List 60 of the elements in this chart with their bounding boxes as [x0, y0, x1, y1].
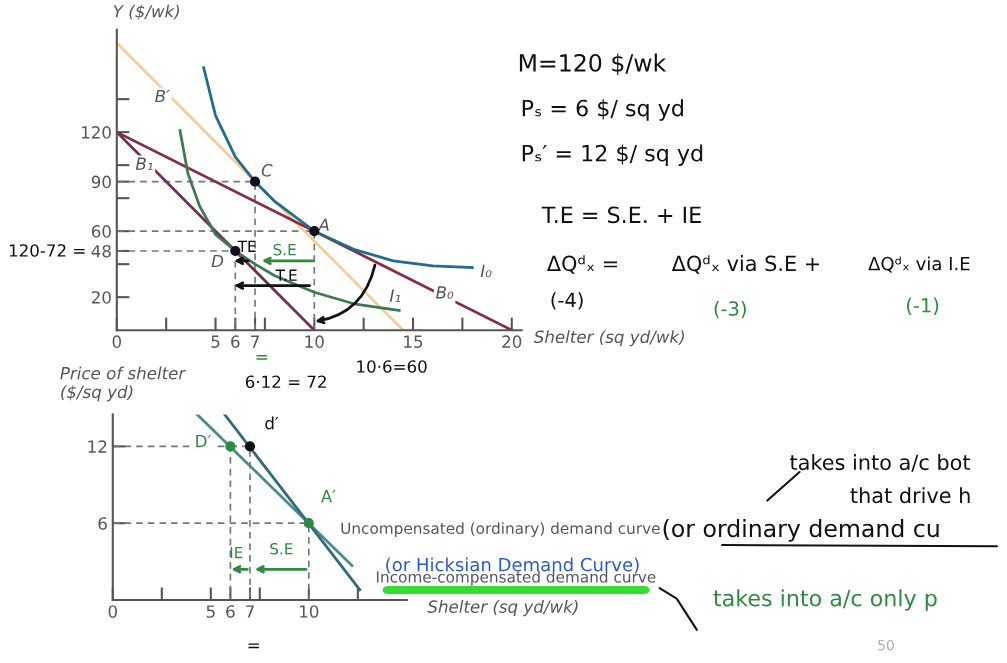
x-tick-label: 0: [112, 335, 122, 348]
y-axis-title: Price of shelter ($/sq yd): [60, 366, 187, 402]
y-tick-label: 120: [81, 126, 111, 139]
text: Pₛ = 6 $/ sq yd: [522, 99, 683, 121]
text: Pₛ′ = 12 $/ sq yd: [522, 144, 703, 166]
text: (-1): [906, 297, 939, 315]
x-tick-label: 15: [404, 335, 423, 348]
y-tick-label: 20: [91, 291, 111, 304]
text: ΔQᵈₓ via S.E +: [671, 255, 820, 274]
annotation: Uncompensated (ordinary) demand curve: [341, 522, 660, 537]
annotation: A: [317, 218, 329, 231]
x-tick-label: 7: [246, 605, 254, 618]
text: (-4): [551, 292, 583, 310]
annotation: d′: [265, 416, 279, 430]
y-axis-title: Y ($/wk): [113, 4, 180, 20]
x-tick-label: 6: [226, 605, 235, 618]
annotation: A′: [320, 490, 336, 503]
y-tick-label: 60: [91, 225, 111, 238]
annotation: S.E: [273, 243, 296, 256]
x-axis-title: Shelter (sq yd/wk): [533, 330, 684, 347]
annotation: T.E: [275, 269, 297, 281]
annotation: I₀: [480, 264, 492, 278]
x-tick-label: 7: [251, 335, 259, 348]
annotation: IE: [230, 547, 243, 559]
x-tick-label: 10: [305, 335, 324, 348]
text: that drive h: [850, 487, 970, 504]
annotation: B₁: [135, 157, 153, 170]
annotation: I₁: [389, 289, 401, 302]
annotation: M=120 $/wk: [519, 53, 667, 75]
text: 50: [878, 639, 894, 651]
x-tick-label: 5: [206, 605, 215, 618]
x-tick-label: 5: [211, 335, 220, 348]
text: 120-72 =: [9, 244, 85, 257]
x-tick-label: 10: [300, 605, 319, 618]
text: takes into a/c bot: [790, 454, 971, 472]
text: 6·12 = 72: [245, 375, 326, 389]
annotation: B₀: [436, 286, 454, 299]
annotation: D: [211, 254, 224, 268]
text: ΔQᵈₓ via I.E: [868, 256, 970, 273]
y-tick-label: 90: [91, 175, 111, 189]
y-tick-label: 48: [91, 244, 111, 258]
text: ΔQᵈₓ =: [546, 255, 618, 274]
annotation: C: [261, 163, 273, 177]
annotation: TE: [237, 240, 256, 252]
text: (or ordinary demand cu: [663, 518, 939, 542]
x-tick-label: 6: [231, 335, 240, 348]
x-tick-label: 20: [502, 335, 522, 348]
text: =: [256, 355, 267, 360]
annotation: S.E: [270, 542, 293, 555]
text: takes into a/c only p: [713, 589, 937, 611]
text: 10·6=60: [357, 360, 427, 373]
y-tick-label: 12: [88, 440, 107, 453]
y-tick-label: 6: [98, 517, 107, 530]
annotation: D′: [196, 434, 211, 448]
text: (-3): [714, 300, 746, 319]
text: =: [248, 643, 259, 649]
x-tick-label: 0: [108, 605, 117, 618]
text: T.E = S.E. + IE: [541, 206, 701, 224]
annotation: B′: [155, 89, 170, 103]
x-axis-title: Shelter (sq yd/wk): [427, 600, 578, 617]
